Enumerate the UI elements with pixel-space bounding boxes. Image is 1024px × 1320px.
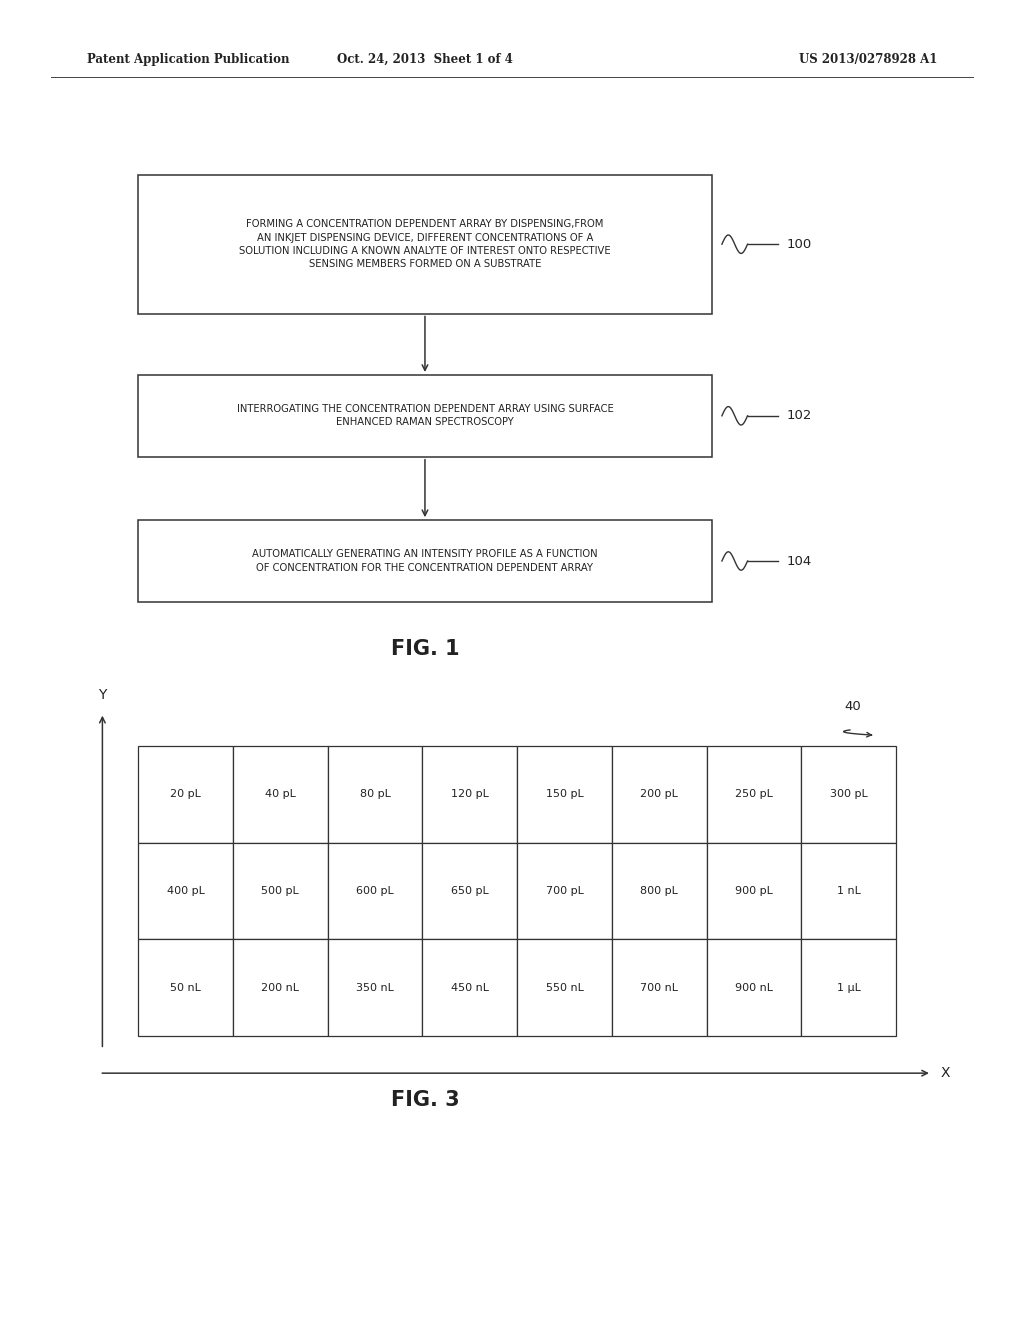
Bar <box>138 746 233 842</box>
Bar <box>801 842 896 940</box>
Text: 1 nL: 1 nL <box>837 886 860 896</box>
Text: FORMING A CONCENTRATION DEPENDENT ARRAY BY DISPENSING,FROM
AN INKJET DISPENSING : FORMING A CONCENTRATION DEPENDENT ARRAY … <box>240 219 610 269</box>
Bar <box>517 842 612 940</box>
Text: 250 pL: 250 pL <box>735 789 773 799</box>
Bar <box>233 842 328 940</box>
Bar <box>233 746 328 842</box>
Text: 550 nL: 550 nL <box>546 983 584 993</box>
Bar <box>138 520 712 602</box>
Text: 450 nL: 450 nL <box>451 983 488 993</box>
Text: 20 pL: 20 pL <box>170 789 201 799</box>
Text: 350 nL: 350 nL <box>356 983 394 993</box>
Text: 40: 40 <box>845 700 861 713</box>
Bar <box>138 375 712 457</box>
Bar <box>328 746 422 842</box>
Bar <box>801 746 896 842</box>
Text: 120 pL: 120 pL <box>451 789 488 799</box>
Bar <box>517 746 612 842</box>
Text: 900 nL: 900 nL <box>735 983 773 993</box>
Text: Y: Y <box>98 688 106 702</box>
Text: 700 pL: 700 pL <box>546 886 584 896</box>
Text: 200 pL: 200 pL <box>640 789 678 799</box>
Text: 104: 104 <box>786 554 812 568</box>
Bar <box>138 176 712 314</box>
Bar <box>138 842 233 940</box>
Bar <box>707 940 801 1036</box>
Bar <box>612 940 707 1036</box>
Text: 800 pL: 800 pL <box>640 886 678 896</box>
Bar <box>422 842 517 940</box>
Bar <box>612 746 707 842</box>
Text: 40 pL: 40 pL <box>265 789 296 799</box>
Text: 102: 102 <box>786 409 812 422</box>
Text: US 2013/0278928 A1: US 2013/0278928 A1 <box>799 53 937 66</box>
Bar <box>517 940 612 1036</box>
Text: INTERROGATING THE CONCENTRATION DEPENDENT ARRAY USING SURFACE
ENHANCED RAMAN SPE: INTERROGATING THE CONCENTRATION DEPENDEN… <box>237 404 613 428</box>
Text: 700 nL: 700 nL <box>640 983 678 993</box>
Text: 200 nL: 200 nL <box>261 983 299 993</box>
Bar <box>138 940 233 1036</box>
Bar <box>707 746 801 842</box>
Bar <box>612 842 707 940</box>
Text: 600 pL: 600 pL <box>356 886 394 896</box>
Text: AUTOMATICALLY GENERATING AN INTENSITY PROFILE AS A FUNCTION
OF CONCENTRATION FOR: AUTOMATICALLY GENERATING AN INTENSITY PR… <box>252 549 598 573</box>
Bar <box>422 746 517 842</box>
Text: 1 μL: 1 μL <box>837 983 860 993</box>
Bar <box>328 940 422 1036</box>
Text: Patent Application Publication: Patent Application Publication <box>87 53 290 66</box>
Bar <box>328 842 422 940</box>
Text: 100: 100 <box>786 238 812 251</box>
Text: 500 pL: 500 pL <box>261 886 299 896</box>
Text: X: X <box>941 1067 950 1080</box>
Text: 400 pL: 400 pL <box>167 886 205 896</box>
Bar <box>422 940 517 1036</box>
Bar <box>707 842 801 940</box>
Text: 80 pL: 80 pL <box>359 789 390 799</box>
Text: 50 nL: 50 nL <box>170 983 201 993</box>
Bar <box>233 940 328 1036</box>
Text: FIG. 1: FIG. 1 <box>390 639 460 660</box>
Text: Oct. 24, 2013  Sheet 1 of 4: Oct. 24, 2013 Sheet 1 of 4 <box>337 53 513 66</box>
Text: 900 pL: 900 pL <box>735 886 773 896</box>
Text: 300 pL: 300 pL <box>829 789 867 799</box>
Text: 150 pL: 150 pL <box>546 789 584 799</box>
Text: 650 pL: 650 pL <box>451 886 488 896</box>
Text: FIG. 3: FIG. 3 <box>390 1089 460 1110</box>
Bar <box>801 940 896 1036</box>
